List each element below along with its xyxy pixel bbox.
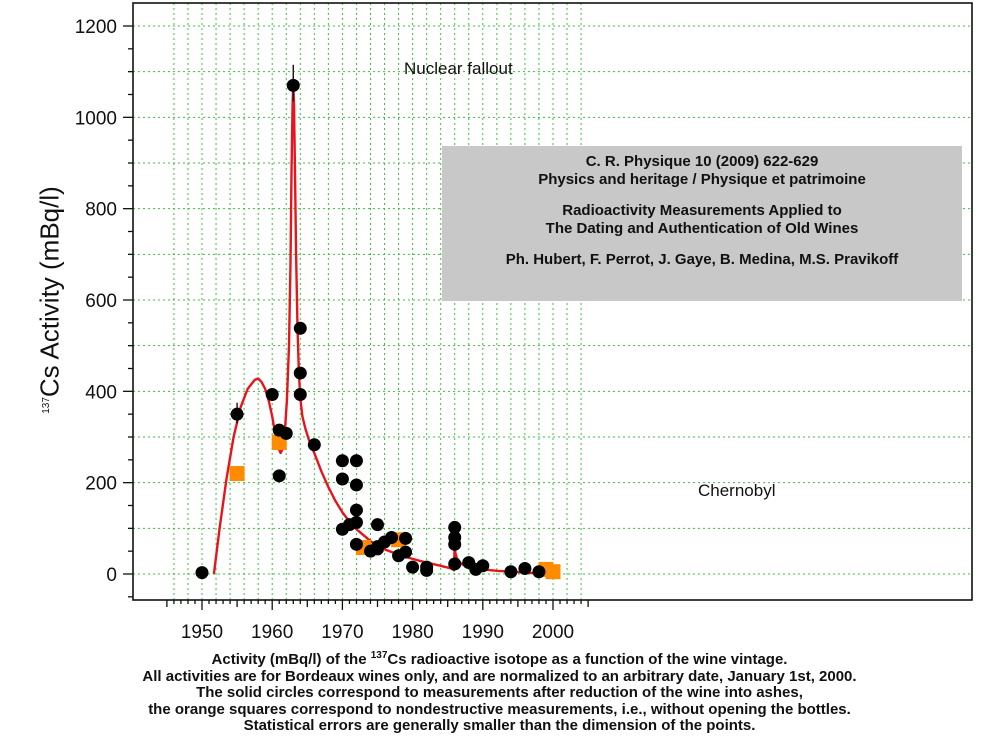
citation-series: Physics and heritage / Physique et patri… <box>538 171 866 188</box>
data-point-circle <box>293 366 307 380</box>
caption-line-2: All activities are for Bordeaux wines on… <box>142 667 857 685</box>
data-point-circle <box>349 478 363 492</box>
data-point-circle <box>293 321 307 335</box>
citation-title-1: Radioactivity Measurements Applied to <box>562 202 842 219</box>
x-tick-label: 1960 <box>251 622 293 643</box>
x-tick-label: 1970 <box>321 622 363 643</box>
data-point-circle <box>448 557 462 571</box>
y-tick-label: 1000 <box>75 108 117 129</box>
caption-line-3: The solid circles correspond to measurem… <box>196 684 803 701</box>
data-point-circle <box>265 388 279 402</box>
data-point-circle <box>518 562 532 576</box>
x-tick-label: 1980 <box>391 622 433 643</box>
caption-line-5: Statistical errors are generally smaller… <box>243 717 756 734</box>
x-tick-label: 2000 <box>532 622 574 643</box>
data-point-circle <box>293 388 307 402</box>
fit-curve <box>212 84 554 576</box>
y-tick-label: 0 <box>106 565 117 586</box>
caption-line-1: Activity (mBq/l) of the 137Cs radioactiv… <box>211 650 788 668</box>
annotation-nuclear-fallout: Nuclear fallout <box>404 59 513 78</box>
y-tick-label: 1200 <box>75 17 117 38</box>
figure-caption: Activity (mBq/l) of the 137Cs radioactiv… <box>0 648 999 735</box>
data-point-circle <box>448 520 462 534</box>
data-point-circle <box>335 472 349 486</box>
data-point-circle <box>349 515 363 529</box>
data-point-circle <box>195 566 209 580</box>
data-point-circle <box>406 560 420 574</box>
y-tick-label: 200 <box>85 474 117 495</box>
x-tick-label: 1950 <box>181 622 223 643</box>
data-point-circle <box>349 503 363 517</box>
data-point-circle <box>448 537 462 551</box>
caption-line-4: the orange squares correspond to nondest… <box>148 700 851 718</box>
data-point-circle <box>420 563 434 577</box>
y-tick-label: 600 <box>85 291 117 312</box>
citation-box: C. R. Physique 10 (2009) 622-629 Physics… <box>442 146 962 301</box>
data-point-circle <box>476 559 490 573</box>
data-point-circle <box>349 454 363 468</box>
y-tick-label: 400 <box>85 382 117 403</box>
y-tick-label: 800 <box>85 200 117 221</box>
data-point-circle <box>399 531 413 545</box>
y-axis-title: 137Cs Activity (mBq/l) <box>34 186 65 414</box>
data-point-circle <box>349 537 363 551</box>
citation-title-2: The Dating and Authentication of Old Win… <box>545 220 859 237</box>
data-points <box>195 64 561 580</box>
citation-authors: Ph. Hubert, F. Perrot, J. Gaye, B. Medin… <box>505 251 899 268</box>
data-point-circle <box>532 565 546 579</box>
citation-journal: C. R. Physique 10 (2009) 622-629 <box>585 153 819 170</box>
plot-background <box>133 3 972 600</box>
data-point-square <box>229 466 245 482</box>
axes: 1950 1960 1970 1980 1990 2000 0 200 400 600 800 100… <box>75 2 973 643</box>
data-point-circle <box>286 78 300 92</box>
data-point-circle <box>335 454 349 468</box>
x-tick-label: 1990 <box>462 622 504 643</box>
data-point-circle <box>230 407 244 421</box>
annotation-chernobyl: Chernobyl <box>698 481 776 500</box>
data-point-circle <box>385 530 399 544</box>
data-point-circle <box>371 518 384 532</box>
data-point-circle <box>504 565 518 579</box>
data-point-circle <box>279 426 293 440</box>
data-point-circle <box>307 438 321 452</box>
data-point-circle <box>399 545 413 559</box>
data-point-circle <box>272 469 286 483</box>
fit-curve-layer <box>212 84 554 576</box>
data-point-square <box>545 564 561 580</box>
